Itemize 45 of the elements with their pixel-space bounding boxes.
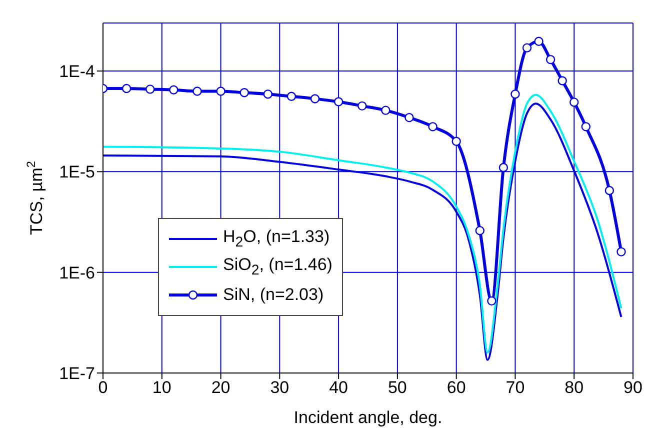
point [286, 92, 296, 101]
legend-label: SiO$_{2}$, (n=1.46) [223, 255, 332, 279]
point [334, 97, 344, 106]
point [310, 94, 320, 104]
x-tick-label: 80 [564, 378, 584, 398]
point [534, 36, 544, 46]
x-tick-label: 30 [270, 378, 290, 398]
legend-label: SiN, (n=2.03) [223, 285, 324, 305]
point [581, 122, 590, 132]
x-tick-label: 40 [329, 378, 348, 398]
x-tick-label: 0 [98, 378, 108, 398]
x-tick-label: 10 [152, 378, 172, 398]
x-tick-label: 20 [211, 378, 230, 398]
point [146, 84, 155, 94]
point [558, 76, 567, 86]
point [487, 296, 496, 306]
point [263, 89, 272, 99]
point [240, 88, 249, 98]
legend-label: H$_{2}$O, (n=1.33) [223, 227, 330, 251]
x-tick-label: 60 [446, 378, 466, 398]
point [122, 84, 132, 94]
point [616, 247, 626, 256]
y-tick-label: 1E-4 [59, 62, 95, 82]
y-tick-label: 1E-6 [59, 263, 95, 282]
point [604, 186, 614, 196]
point [216, 86, 226, 96]
x-axis-title: Incident angle, deg. [294, 408, 442, 427]
point [169, 85, 178, 94]
point [381, 106, 390, 115]
point [522, 43, 532, 52]
x-tick-label: 90 [624, 378, 642, 398]
point [510, 89, 520, 99]
y-tick-label: 1E-7 [59, 364, 95, 384]
x-tick-label: 70 [506, 378, 525, 398]
y-tick-label: 1E-5 [59, 162, 95, 182]
point [546, 54, 556, 64]
point [570, 98, 579, 107]
point [192, 86, 202, 96]
point [428, 122, 438, 132]
x-tick-label: 50 [388, 378, 407, 398]
point [475, 226, 484, 236]
point [452, 136, 461, 146]
point [358, 101, 367, 111]
point [498, 162, 508, 172]
point [404, 112, 414, 122]
